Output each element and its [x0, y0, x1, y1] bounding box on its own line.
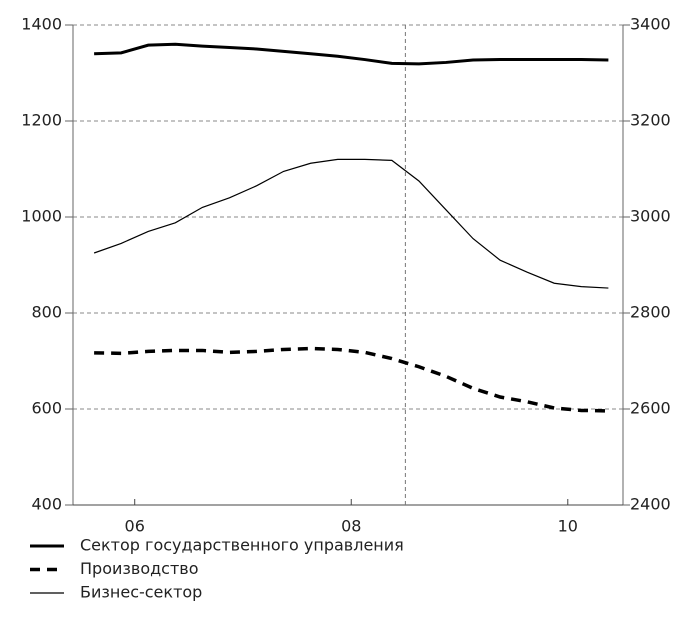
y-tick-label: 1200	[21, 111, 62, 130]
series-line	[93, 158, 609, 289]
y-tick-label: 1400	[21, 15, 62, 34]
x-tick-label: 08	[341, 517, 361, 536]
series-line	[94, 346, 609, 413]
y-tick-label: 600	[31, 399, 62, 418]
y-tick-label: 800	[31, 303, 62, 322]
x-tick-label: 10	[558, 517, 578, 536]
y-tick-label: 1000	[21, 207, 62, 226]
x-tick-label: 06	[125, 517, 145, 536]
y-tick-label: 400	[31, 495, 62, 514]
y2-tick-label: 2400	[630, 495, 671, 514]
y2-tick-label: 2800	[630, 303, 671, 322]
y2-tick-label: 3400	[630, 15, 671, 34]
y2-tick-label: 2600	[630, 399, 671, 418]
series-line	[94, 42, 609, 66]
y2-tick-label: 3000	[630, 207, 671, 226]
y2-tick-label: 3200	[630, 111, 671, 130]
legend-label: Сектор государственного управления	[80, 536, 404, 555]
legend-label: Производство	[80, 559, 199, 578]
legend-label: Бизнес-сектор	[80, 583, 202, 602]
